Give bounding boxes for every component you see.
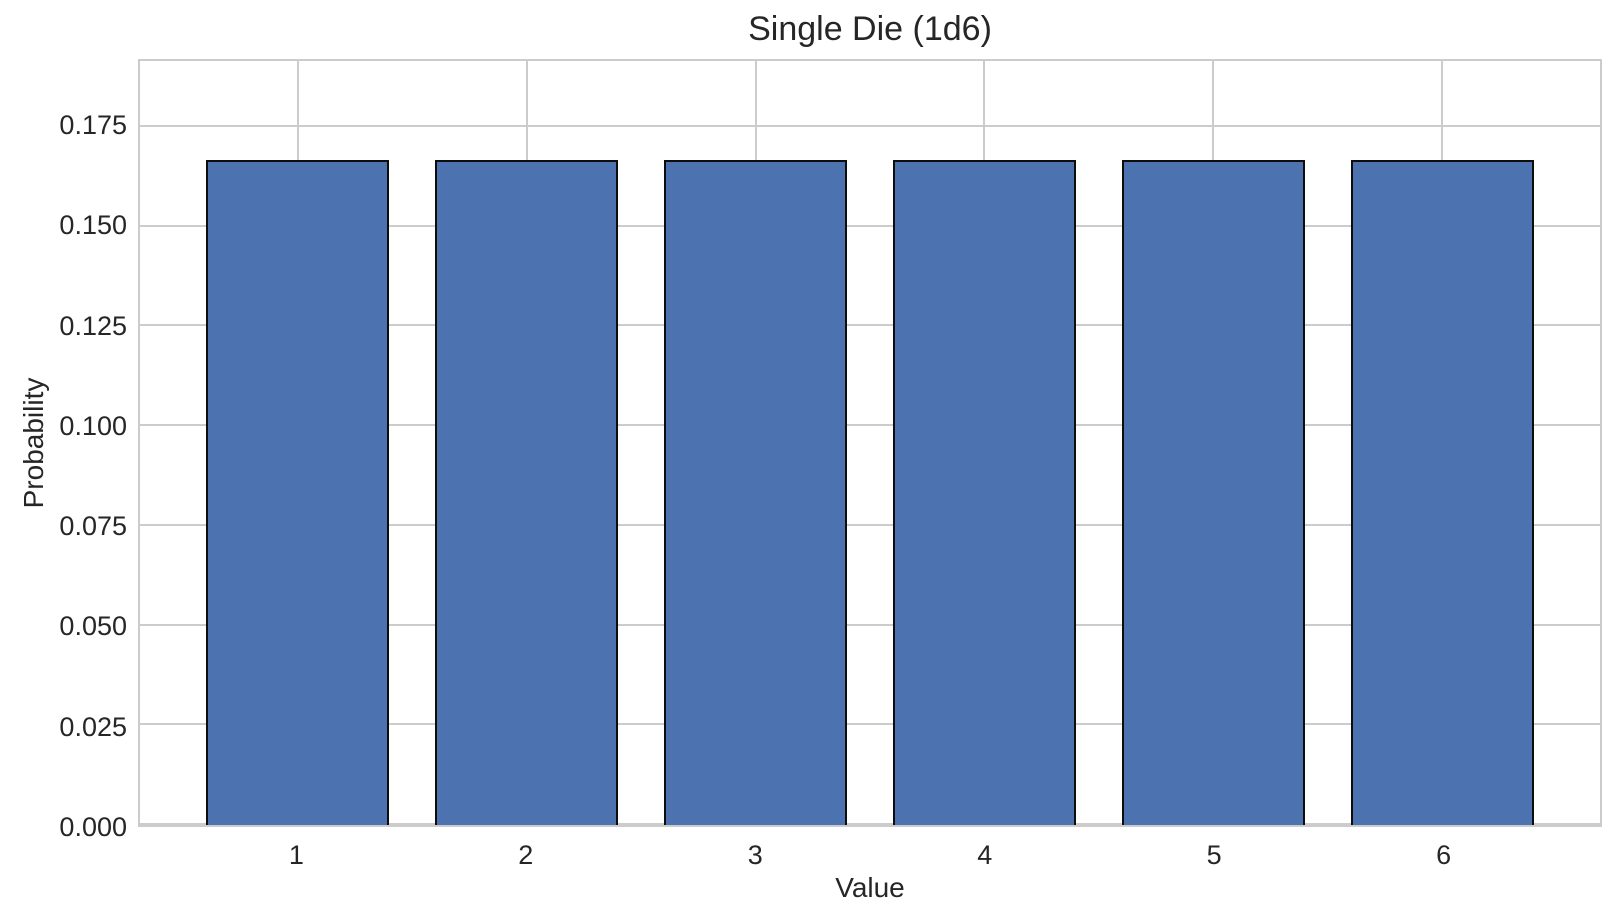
gridline-horizontal: [140, 723, 1600, 726]
x-tick-label: 6: [1436, 840, 1452, 870]
plot-area: [138, 59, 1602, 827]
bar-5: [1121, 159, 1305, 825]
gridline-horizontal: [140, 424, 1600, 427]
gridline-horizontal: [140, 124, 1600, 127]
bar-1: [206, 159, 390, 825]
bar-6: [1350, 159, 1534, 825]
gridline-horizontal: [140, 324, 1600, 327]
chart-title: Single Die (1d6): [748, 10, 992, 48]
gridline-horizontal: [140, 623, 1600, 626]
bar-2: [435, 159, 619, 825]
gridline-horizontal: [140, 523, 1600, 526]
bar-4: [892, 159, 1076, 825]
y-axis-label: Probability: [18, 377, 49, 509]
y-tick-label: 0.025: [59, 711, 127, 742]
y-tick-label: 0.175: [59, 110, 127, 141]
x-tick-label: 2: [518, 840, 534, 870]
x-tick-label: 1: [288, 840, 304, 870]
bar-3: [664, 159, 848, 825]
y-tick-label: 0.125: [59, 310, 127, 341]
gridline-horizontal: [140, 823, 1600, 825]
x-tick-label: 3: [747, 840, 763, 870]
y-tick-label: 0.050: [59, 611, 127, 642]
y-tick-label: 0.100: [59, 410, 127, 441]
y-tick-label: 0.150: [59, 210, 127, 241]
y-tick-label: 0.075: [59, 511, 127, 542]
gridline-horizontal: [140, 224, 1600, 227]
x-tick-label: 5: [1206, 840, 1222, 870]
x-axis-label: Value: [835, 872, 905, 903]
y-tick-label: 0.000: [59, 812, 127, 842]
x-tick-label: 4: [977, 840, 993, 870]
